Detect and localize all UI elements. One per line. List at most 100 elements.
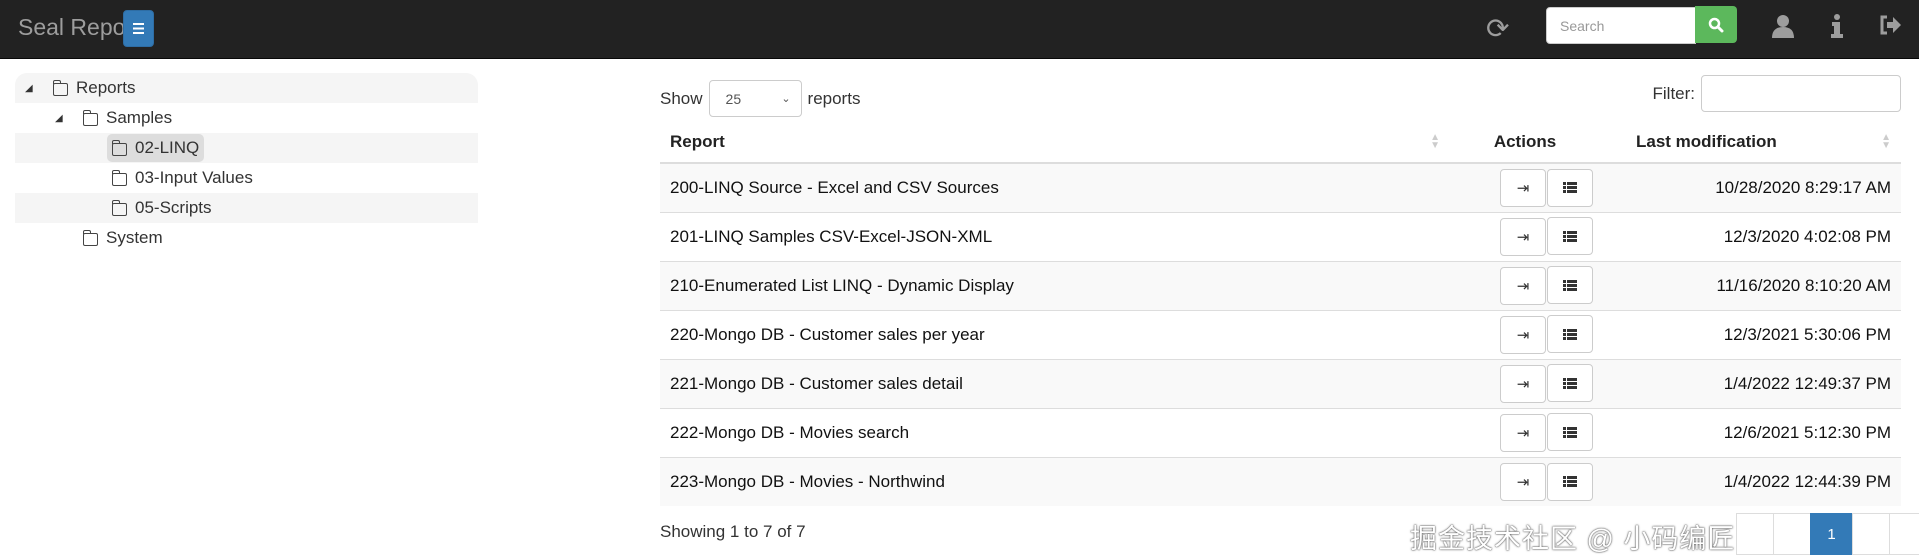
tree-item-system[interactable]: System	[15, 223, 478, 253]
execute-report-button[interactable]: ⇥	[1500, 266, 1546, 305]
next-page-button[interactable]	[1888, 513, 1919, 555]
sort-icon: ▲ ▼	[1430, 132, 1440, 151]
folder-tree: ◢ Reports ◢ Samples 02-LINQ 03-Input Value…	[15, 73, 478, 253]
previous-page-button[interactable]	[1736, 513, 1775, 555]
last-modification: 1/4/2022 12:44:39 PM	[1600, 456, 1901, 506]
info-icon[interactable]	[1831, 14, 1843, 38]
expand-toggle-icon[interactable]: ◢	[55, 112, 63, 124]
report-details-button[interactable]	[1547, 266, 1593, 305]
refresh-icon[interactable]: ⟳	[1486, 13, 1510, 44]
report-name[interactable]: 222-Mongo DB - Movies search	[660, 407, 1450, 457]
tree-item-label: 05-Scripts	[135, 198, 212, 217]
column-header-actions: Actions	[1450, 121, 1600, 164]
report-name[interactable]: 210-Enumerated List LINQ - Dynamic Displ…	[660, 260, 1450, 310]
table-row: 223-Mongo DB - Movies - Northwind ⇥ 1/4/…	[660, 456, 1901, 506]
last-modification: 10/28/2020 8:29:17 AM	[1600, 162, 1901, 212]
menu-toggle-button[interactable]	[123, 10, 154, 47]
list-icon	[1563, 230, 1577, 242]
tree-item-label: Reports	[76, 78, 136, 97]
navbar: Seal Report ⟳	[0, 0, 1919, 59]
execute-report-button[interactable]: ⇥	[1500, 364, 1546, 403]
report-name[interactable]: 200-LINQ Source - Excel and CSV Sources	[660, 162, 1450, 212]
table-row: 200-LINQ Source - Excel and CSV Sources …	[660, 162, 1901, 212]
report-name[interactable]: 201-LINQ Samples CSV-Excel-JSON-XML	[660, 211, 1450, 261]
search-input[interactable]	[1546, 7, 1696, 44]
page-size-value: 25	[725, 90, 742, 107]
sign-in-icon: ⇥	[1516, 277, 1530, 295]
tree-item-label: 02-LINQ	[135, 138, 200, 157]
search-icon	[1708, 17, 1724, 32]
reports-table: Report ▲ ▼ Actions Last modification ▲ ▼ 200…	[660, 121, 1901, 506]
page-spacer	[1773, 513, 1812, 555]
tree-item-label: 03-Input Values	[135, 168, 253, 187]
execute-report-button[interactable]: ⇥	[1500, 463, 1546, 501]
table-row: 201-LINQ Samples CSV-Excel-JSON-XML ⇥ 12…	[660, 211, 1901, 261]
pagination: 1	[1736, 513, 1919, 555]
folder-icon	[52, 79, 68, 96]
filter-input[interactable]	[1701, 75, 1901, 112]
watermark: 掘金技术社区 @ 小码编匠	[1410, 524, 1736, 554]
expand-toggle-icon[interactable]: ◢	[25, 82, 33, 94]
search-button[interactable]	[1695, 6, 1737, 43]
report-name[interactable]: 220-Mongo DB - Customer sales per year	[660, 309, 1450, 359]
actions-cell: ⇥	[1450, 162, 1600, 212]
table-row: 220-Mongo DB - Customer sales per year ⇥…	[660, 309, 1901, 359]
table-info: Showing 1 to 7 of 7	[660, 522, 806, 541]
column-header-last-modification[interactable]: Last modification ▲ ▼	[1600, 121, 1901, 164]
page-length-control: Show 25 ⌄ reports	[660, 80, 860, 117]
report-details-button[interactable]	[1547, 217, 1593, 256]
sign-in-icon: ⇥	[1516, 375, 1530, 393]
table-row: 221-Mongo DB - Customer sales detail ⇥ 1…	[660, 358, 1901, 408]
app-title[interactable]: Seal Report	[18, 14, 140, 40]
reports-label: reports	[807, 88, 861, 108]
report-details-button[interactable]	[1547, 413, 1593, 452]
report-name[interactable]: 223-Mongo DB - Movies - Northwind	[660, 456, 1450, 506]
page-size-select[interactable]: 25 ⌄	[708, 80, 802, 117]
chevron-down-icon: ⌄	[781, 93, 791, 105]
header-label: Actions	[1493, 131, 1557, 151]
tree-item-label: Samples	[106, 108, 173, 127]
actions-cell: ⇥	[1450, 407, 1600, 457]
actions-cell: ⇥	[1450, 260, 1600, 310]
page-spacer	[1851, 513, 1890, 555]
execute-report-button[interactable]: ⇥	[1500, 169, 1546, 207]
tree-item-reports[interactable]: ◢ Reports	[15, 73, 478, 103]
report-details-button[interactable]	[1547, 315, 1593, 354]
actions-cell: ⇥	[1450, 456, 1600, 506]
last-modification: 12/3/2021 5:30:06 PM	[1600, 309, 1901, 359]
table-row: 210-Enumerated List LINQ - Dynamic Displ…	[660, 260, 1901, 310]
tree-item-samples[interactable]: ◢ Samples	[15, 103, 478, 133]
list-icon	[1563, 182, 1577, 193]
report-details-button[interactable]	[1547, 364, 1593, 403]
header-label: Last modification	[1636, 131, 1777, 151]
list-icon	[1563, 279, 1577, 291]
sign-in-icon: ⇥	[1516, 326, 1530, 344]
folder-icon	[82, 229, 98, 246]
execute-report-button[interactable]: ⇥	[1500, 413, 1546, 452]
list-icon	[1563, 426, 1577, 438]
table-row: 222-Mongo DB - Movies search ⇥ 12/6/2021…	[660, 407, 1901, 457]
execute-report-button[interactable]: ⇥	[1500, 315, 1546, 354]
sign-in-icon: ⇥	[1516, 424, 1530, 442]
sign-in-icon: ⇥	[1516, 180, 1530, 197]
column-header-report[interactable]: Report ▲ ▼	[660, 121, 1450, 164]
folder-icon	[82, 109, 98, 126]
last-modification: 12/6/2021 5:12:30 PM	[1600, 407, 1901, 457]
report-name[interactable]: 221-Mongo DB - Customer sales detail	[660, 358, 1450, 408]
report-details-button[interactable]	[1547, 168, 1593, 207]
execute-report-button[interactable]: ⇥	[1500, 217, 1546, 256]
filter-label: Filter:	[1652, 83, 1696, 103]
page-button-1[interactable]: 1	[1810, 513, 1853, 555]
tree-item-05-scripts[interactable]: 05-Scripts	[15, 193, 478, 223]
report-details-button[interactable]	[1547, 462, 1593, 501]
folder-icon	[111, 169, 127, 186]
tree-item-03-input-values[interactable]: 03-Input Values	[15, 163, 478, 193]
list-icon	[1563, 476, 1577, 487]
actions-cell: ⇥	[1450, 358, 1600, 408]
last-modification: 11/16/2020 8:10:20 AM	[1600, 260, 1901, 310]
list-icon	[1563, 328, 1577, 340]
user-icon[interactable]	[1772, 14, 1794, 38]
logout-icon[interactable]	[1879, 15, 1901, 35]
tree-item-02-linq[interactable]: 02-LINQ	[15, 133, 478, 163]
tree-item-label: System	[106, 228, 163, 247]
